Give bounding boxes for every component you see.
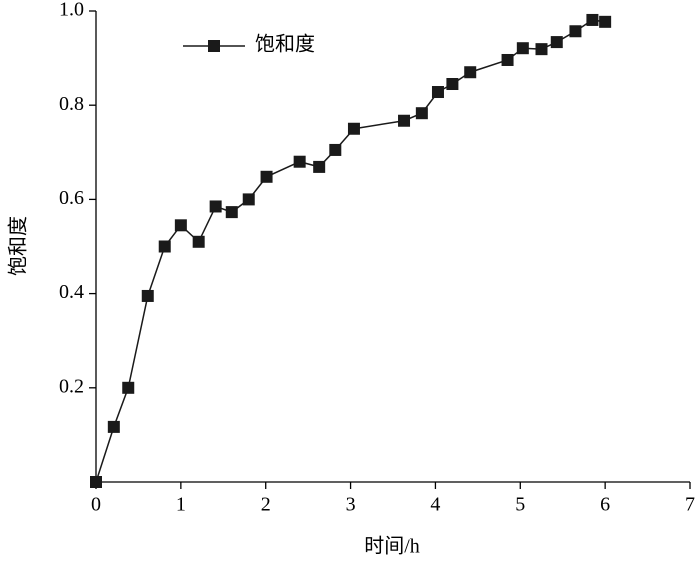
x-tick-label: 1 [176, 494, 186, 516]
legend-marker [208, 40, 220, 52]
data-point [446, 78, 459, 91]
y-axis-label: 饱和度 [7, 216, 30, 276]
data-point [329, 143, 342, 156]
x-tick-label: 0 [91, 494, 101, 516]
data-point [107, 420, 120, 433]
data-point [192, 235, 205, 248]
data-point [431, 86, 444, 99]
x-tick-label: 7 [685, 494, 695, 516]
data-point [158, 240, 171, 253]
data-point [260, 170, 273, 183]
y-tick-label: 1.0 [59, 0, 84, 21]
data-point [535, 43, 548, 56]
data-point [586, 13, 599, 26]
data-point [141, 289, 154, 302]
data-point [225, 206, 238, 219]
y-tick-label: 0.2 [59, 375, 84, 397]
axes [95, 11, 690, 483]
y-tick-label: 0.6 [59, 187, 84, 209]
y-tick-label: 0.4 [59, 281, 84, 303]
x-tick-label: 2 [261, 494, 271, 516]
data-point [209, 200, 222, 213]
data-point [90, 476, 102, 488]
data-point [174, 219, 187, 232]
series-line [95, 19, 606, 483]
data-point [516, 42, 529, 55]
data-point [122, 381, 135, 394]
data-point [242, 193, 255, 206]
x-tick-label: 6 [600, 494, 610, 516]
data-point [347, 122, 360, 135]
y-tick-label: 0.8 [59, 93, 84, 115]
data-point [464, 66, 477, 79]
data-point [415, 107, 428, 120]
x-tick-label: 3 [346, 494, 356, 516]
x-tick-label: 4 [430, 494, 440, 516]
data-point [550, 36, 563, 49]
data-point [293, 155, 306, 168]
data-point [569, 25, 582, 38]
x-axis-label: 时间/h [364, 535, 420, 558]
legend-label: 饱和度 [255, 33, 315, 56]
data-point [313, 160, 326, 173]
data-point [398, 114, 411, 127]
data-point [501, 53, 514, 66]
data-point [599, 15, 612, 28]
x-tick-label: 5 [515, 494, 525, 516]
